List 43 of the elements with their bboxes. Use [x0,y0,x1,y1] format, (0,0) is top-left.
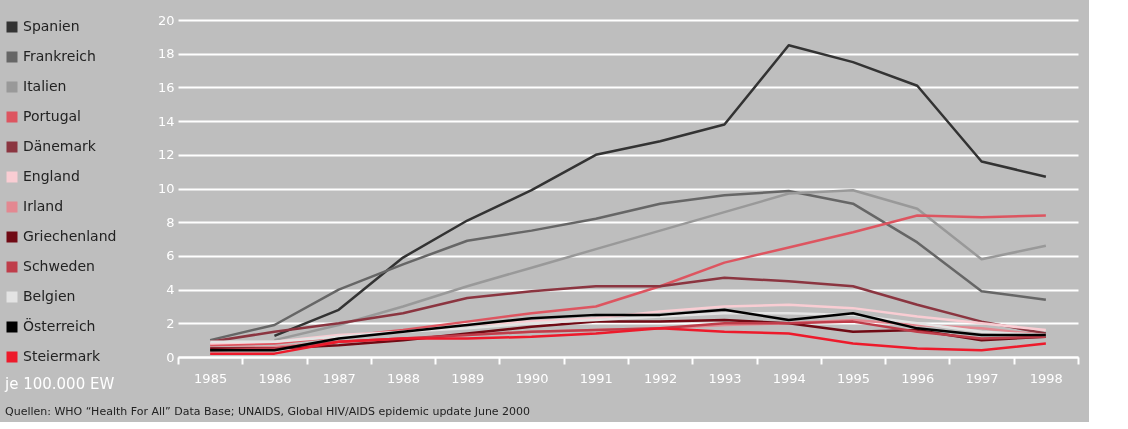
legend-title: je 100.000 EW [4,375,115,393]
legend-label: Griechenland [23,228,117,244]
legend-label: Steiermark [23,348,101,364]
y-tick-label: 8 [166,214,175,230]
y-tick-label: 14 [157,113,175,129]
x-tick-label: 1985 [194,370,228,386]
legend-label: Dänemark [23,138,97,154]
legend-label: England [23,168,80,184]
source-note: Quellen: WHO “Health For All” Data Base; UNAIDS, Global HIV/AIDS epidemic update June 2000 [5,405,531,418]
y-tick-label: 18 [157,46,175,62]
legend-label: Schweden [23,258,95,274]
y-tick-label: 2 [166,315,175,331]
x-tick-label: 1998 [1029,370,1063,386]
legend-label: Portugal [23,108,81,124]
x-tick-label: 1990 [515,370,549,386]
legend-label: Irland [23,198,64,214]
y-tick-label: 4 [166,282,175,298]
legend-label: Italien [23,78,67,94]
y-tick-label: 6 [166,248,175,264]
line-series [208,276,1048,344]
x-tick-label: 1997 [965,370,999,386]
x-tick-label: 1994 [772,370,806,386]
x-tick-label: 1986 [258,370,292,386]
x-tick-label: 1989 [451,370,485,386]
x-tick-label: 1995 [836,370,871,386]
x-tick-label: 1992 [644,370,678,386]
x-tick-label: 1987 [322,370,356,386]
x-tick-label: 1996 [901,370,935,386]
y-tick-label: 12 [157,147,175,163]
line-series [208,308,1048,352]
legend-label: Belgien [23,288,76,304]
x-tick-label: 1988 [386,370,421,386]
y-tick-label: 10 [157,181,175,196]
legend-label: Frankreich [23,48,96,64]
line-series [273,44,1048,338]
x-tick-label: 1993 [708,370,742,386]
legend-label: Spanien [23,18,80,34]
legend-label: Österreich [23,317,96,334]
y-tick-label: 0 [166,349,175,365]
x-tick-label: 1991 [579,370,613,386]
y-tick-label: 16 [157,79,175,95]
line-series [208,327,1048,355]
y-tick-label: 20 [157,12,175,28]
